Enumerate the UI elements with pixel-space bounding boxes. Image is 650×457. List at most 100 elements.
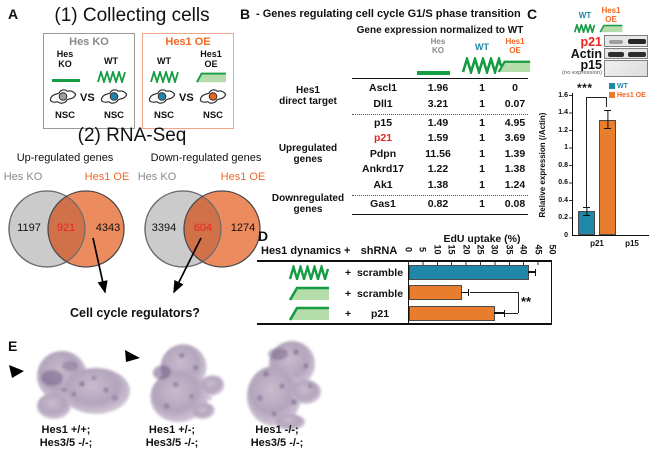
condition-hes-ko: Hes KO	[56, 49, 74, 69]
panel-e-label: E	[8, 338, 18, 354]
legend-swatch-wt	[609, 83, 615, 89]
nsc-cell-icon	[148, 89, 176, 104]
table-rule-dotted	[352, 113, 528, 115]
c-axis-ticks	[568, 95, 572, 235]
c-x-axis	[571, 235, 649, 237]
oscillation-icon	[97, 71, 126, 83]
c-ytick: 1.2	[558, 126, 568, 134]
blot-band-oe	[628, 52, 646, 57]
legend-item-wt: WT	[609, 83, 628, 90]
blot-column-hes1-oe: Hes1 OE	[601, 6, 621, 24]
c-ytick: 1.4	[558, 109, 568, 116]
d-row-shrna: p21	[370, 308, 390, 320]
sustained-icon	[196, 72, 226, 83]
panel-b-title: - Genes regulating cell cycle G1/S phase…	[256, 8, 521, 20]
column-header-wt: WT	[475, 42, 489, 52]
table-row: p15 1.49 1 4.95	[373, 116, 526, 129]
venn-down-left-count: 3394	[151, 222, 177, 234]
nsc-cell-icon	[49, 89, 77, 104]
d-plot-left-edge	[408, 260, 410, 324]
venn-up-right-count: 4343	[95, 222, 121, 234]
oscillation-icon	[150, 71, 179, 83]
venn-up-overlap-count: 921	[56, 222, 76, 234]
column-header-hes-ko: Hes KO	[430, 37, 446, 55]
d-xtick: 15	[446, 244, 457, 255]
d-xtick: 35	[504, 244, 515, 255]
c-ytick: 1	[564, 144, 568, 151]
vs-label: VS	[80, 92, 95, 104]
d-header-dynamics: Hes1 dynamics	[261, 245, 342, 257]
c-ytick: 0.2	[558, 214, 568, 221]
table-rule-bottom	[352, 214, 528, 216]
blot-image-actin	[604, 48, 648, 59]
embryo-caption-2: Hes1 +/-; Hes3/5 -/-;	[145, 424, 199, 449]
d-sig-bracket	[517, 292, 519, 313]
oscillation-icon	[289, 265, 329, 280]
venn-up-title: Up-regulated genes	[16, 152, 114, 164]
embryo-image-1	[37, 351, 130, 419]
sustained-icon	[599, 24, 623, 33]
d-row-plus: +	[345, 308, 352, 320]
hes-ko-box-title: Hes KO	[69, 36, 109, 48]
d-xtick: 50	[547, 244, 558, 255]
c-err-1	[604, 109, 611, 130]
c-ytick: 0.6	[558, 179, 568, 186]
panel-d-label: D	[258, 228, 269, 244]
oscillation-icon	[462, 57, 502, 74]
panel-b-label: B	[240, 6, 251, 22]
nsc-label: NSC	[202, 110, 224, 121]
d-header-plus: +	[344, 245, 351, 257]
d-plot-right-edge	[551, 260, 553, 324]
blot-row-p15-note: (no expression)	[562, 70, 602, 76]
c-sig-bracket	[606, 97, 608, 107]
d-xtick: 30	[489, 244, 500, 255]
d-bar-1	[409, 285, 463, 300]
d-axis-title: EdU uptake (%)	[443, 233, 521, 245]
blot-band-wt	[608, 52, 624, 57]
d-xtick: 5	[417, 246, 428, 252]
group-label-downregulated: Downregulated genes	[271, 193, 345, 215]
d-significance: **	[521, 294, 532, 309]
table-row: p21 1.59 1 3.69	[373, 132, 526, 145]
d-bottom-rule	[257, 323, 552, 325]
blot-row-p15-label: p15	[580, 58, 602, 72]
c-ytick: 0.8	[558, 161, 568, 169]
group-label-hes1-direct-target: Hes1 direct target	[279, 85, 337, 107]
d-xtick: 20	[461, 244, 472, 255]
d-sig-bracket	[470, 292, 518, 294]
sustained-icon	[288, 306, 329, 321]
venn-arrows	[92, 237, 202, 294]
nsc-cell-icon	[199, 89, 227, 104]
d-axis-ticks	[408, 261, 552, 265]
embryo-caption-1: Hes1 +/+; Hes3/5 -/-;	[39, 424, 93, 449]
oscillation-icon	[574, 24, 596, 33]
d-xtick: 10	[432, 244, 443, 255]
d-row-shrna: scramble	[356, 267, 404, 279]
venn-up-left-count: 1197	[17, 222, 41, 234]
d-xtick: 45	[533, 244, 544, 255]
venn-up-right-label: Hes1 OE	[84, 171, 130, 183]
table-row: Ankrd17 1.22 1 1.38	[361, 163, 526, 176]
sustained-icon	[497, 60, 531, 73]
nsc-label: NSC	[54, 110, 76, 121]
d-bar-0	[409, 264, 529, 280]
venn-down-overlap-count: 604	[193, 222, 213, 234]
embryo-image-2	[150, 344, 225, 423]
c-ytick: 0	[564, 231, 568, 239]
panel-b-subtitle: Gene expression normalized to WT	[356, 25, 524, 36]
c-significance: ***	[577, 81, 593, 95]
blot-band-wt	[609, 40, 623, 44]
legend-item-hes1-oe: Hes1 OE	[609, 92, 646, 99]
panel-c-label: C	[527, 6, 538, 22]
table-row: Ak1 1.38 1 1.24	[373, 178, 526, 191]
c-sig-bracket	[585, 97, 587, 207]
legend-swatch-hes1-oe	[609, 92, 615, 98]
condition-hes1-oe: Hes1 OE	[200, 49, 222, 69]
venn-down-right-label: Hes1 OE	[220, 171, 266, 183]
d-header-shrna: shRNA	[360, 245, 398, 257]
d-bar-2	[409, 305, 496, 321]
flat-line-icon	[52, 79, 80, 82]
c-bar-1	[599, 119, 616, 235]
hes1-oe-comparison-box: Hes1 OE WT Hes1 OE VS NSC NSC	[142, 33, 234, 129]
